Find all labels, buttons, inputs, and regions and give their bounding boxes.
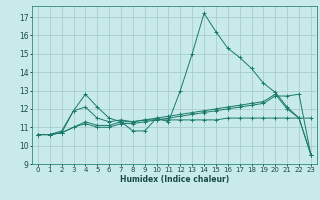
X-axis label: Humidex (Indice chaleur): Humidex (Indice chaleur) [120,175,229,184]
